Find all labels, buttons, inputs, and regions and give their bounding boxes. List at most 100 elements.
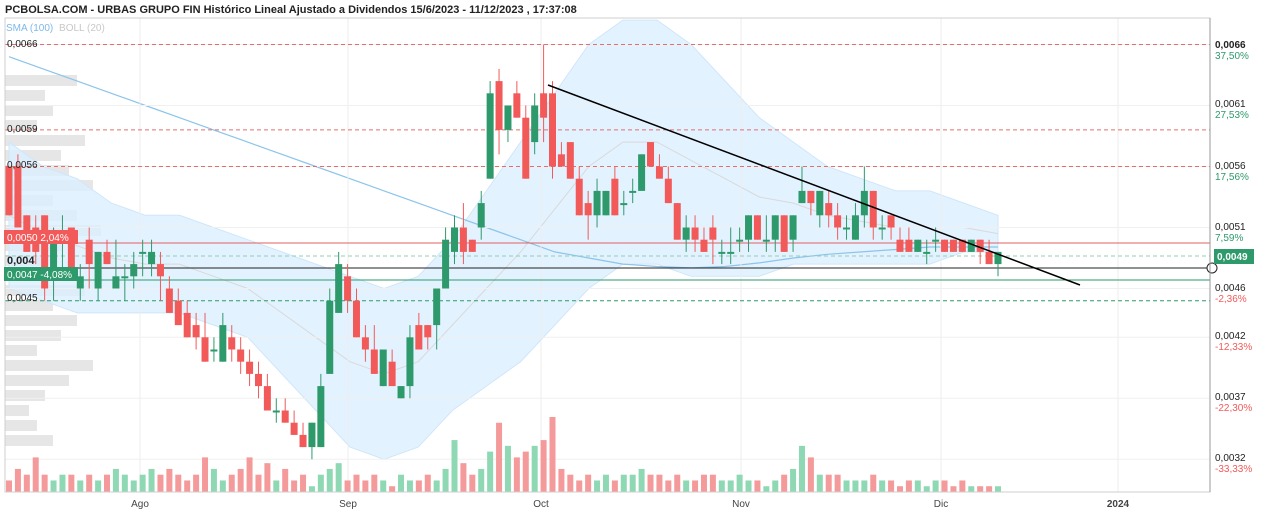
candle-body bbox=[112, 276, 120, 289]
volume-bar bbox=[977, 486, 984, 492]
volume-bar bbox=[602, 474, 609, 492]
candle-body bbox=[442, 239, 450, 289]
candle-body bbox=[263, 386, 271, 411]
volume-bar bbox=[558, 468, 565, 492]
volume-bar bbox=[611, 480, 618, 492]
candle-body bbox=[130, 264, 138, 277]
candle-body bbox=[762, 239, 770, 242]
right-pct-3: 7,59% bbox=[1215, 233, 1243, 244]
candle-body bbox=[388, 361, 396, 387]
candle-body bbox=[620, 203, 628, 206]
volume-bar bbox=[50, 480, 57, 492]
volume-bar bbox=[68, 474, 75, 492]
volume-bar bbox=[157, 474, 164, 492]
volume-bar bbox=[424, 474, 431, 492]
volume-bar bbox=[781, 474, 788, 492]
candle-body bbox=[67, 227, 75, 277]
volume-bar bbox=[389, 486, 396, 492]
volume-bar bbox=[237, 468, 244, 492]
candle-body bbox=[14, 166, 22, 228]
left-label-0045: 0,0045 bbox=[7, 293, 38, 304]
volume-bar bbox=[665, 480, 672, 492]
candle-body bbox=[816, 190, 824, 216]
x-label-ago: Ago bbox=[131, 499, 149, 510]
candle-body bbox=[709, 227, 717, 240]
candle-body bbox=[272, 410, 280, 413]
candle-body bbox=[5, 166, 13, 216]
volume-bar bbox=[950, 486, 957, 492]
volume-bar bbox=[175, 474, 182, 492]
volume-bar bbox=[59, 474, 66, 492]
candle-body bbox=[165, 288, 173, 313]
volume-bar bbox=[576, 480, 583, 492]
volume-bar bbox=[255, 474, 262, 492]
volume-bar bbox=[460, 463, 467, 492]
candle-body bbox=[843, 227, 851, 230]
right-price-6: 0,0037 bbox=[1215, 392, 1246, 403]
volume-bar bbox=[193, 474, 200, 492]
candle-body bbox=[361, 337, 369, 350]
chart-title: PCBOLSA.COM - URBAS GRUPO FIN Histórico … bbox=[5, 4, 577, 16]
profile-bar bbox=[5, 375, 69, 386]
volume-bar bbox=[763, 486, 770, 492]
volume-bar bbox=[246, 457, 253, 492]
candle-body bbox=[424, 325, 432, 338]
legend-boll: BOLL (20) bbox=[59, 23, 105, 34]
trendline bbox=[547, 84, 1081, 286]
volume-bar bbox=[567, 474, 574, 492]
candle-body bbox=[344, 276, 352, 301]
volume-bar bbox=[692, 480, 699, 492]
candle-body bbox=[647, 142, 655, 167]
candle-body bbox=[798, 190, 806, 204]
right-price-7: 0,0032 bbox=[1215, 453, 1246, 464]
candlesticks bbox=[5, 44, 1002, 460]
candle-body bbox=[914, 239, 922, 252]
candle-body bbox=[691, 227, 699, 240]
volume-bar bbox=[816, 474, 823, 492]
volume-bar bbox=[647, 474, 654, 492]
volume-bar bbox=[914, 480, 921, 492]
volume-bar bbox=[308, 486, 315, 492]
candle-body bbox=[326, 300, 334, 374]
right-pct-1: 27,53% bbox=[1215, 110, 1249, 121]
candle-body bbox=[851, 215, 859, 240]
volume-bar bbox=[932, 480, 939, 492]
candle-body bbox=[254, 373, 262, 387]
profile-bar bbox=[5, 105, 53, 116]
volume-bar bbox=[861, 480, 868, 492]
profile-bar bbox=[5, 360, 93, 371]
candle-body bbox=[700, 239, 708, 252]
volume-bar bbox=[504, 445, 511, 492]
candle-body bbox=[201, 337, 209, 362]
candle-body bbox=[575, 178, 583, 216]
right-pct-4: -2,36% bbox=[1215, 294, 1247, 305]
volume-bar bbox=[95, 480, 102, 492]
volume-bar bbox=[683, 480, 690, 492]
candle-body bbox=[219, 325, 227, 362]
candle-body bbox=[602, 190, 610, 216]
volume-bar bbox=[513, 457, 520, 492]
volume-bar bbox=[825, 474, 832, 492]
bollinger-band bbox=[8, 19, 999, 460]
trendline-line bbox=[547, 84, 1081, 286]
candle-body bbox=[664, 178, 672, 204]
candle-body bbox=[905, 239, 913, 252]
candle-body bbox=[41, 215, 49, 289]
volume-bar bbox=[736, 474, 743, 492]
volume-bar bbox=[335, 463, 342, 492]
reference-lines bbox=[5, 44, 1218, 302]
volume-bar bbox=[843, 480, 850, 492]
x-label-sep: Sep bbox=[339, 499, 357, 510]
candle-body bbox=[121, 276, 129, 279]
candle-body bbox=[103, 251, 111, 265]
right-pct-2: 17,56% bbox=[1215, 172, 1249, 183]
volume-bar bbox=[852, 480, 859, 492]
volume-bar bbox=[130, 480, 137, 492]
candle-body bbox=[50, 239, 58, 277]
left-label-0059: 0,0059 bbox=[7, 124, 38, 135]
volume-bar bbox=[219, 480, 226, 492]
volume-bar bbox=[353, 474, 360, 492]
volume-bar bbox=[629, 474, 636, 492]
volume-bar bbox=[879, 480, 886, 492]
